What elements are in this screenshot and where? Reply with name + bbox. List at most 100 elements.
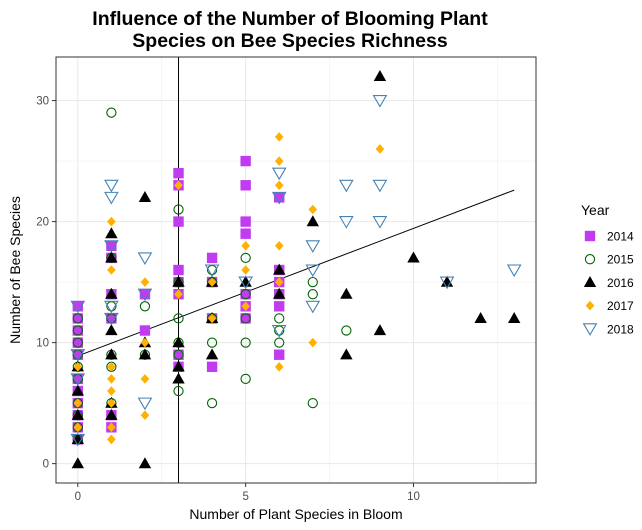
legend-key-2018	[582, 323, 598, 336]
data-point-2018	[338, 179, 354, 193]
data-point-2015	[173, 349, 184, 360]
data-point-2017	[107, 362, 116, 372]
data-point-2016	[273, 287, 286, 299]
data-point-2015	[139, 301, 151, 312]
data-point-2016	[71, 457, 85, 469]
data-point-2015	[72, 313, 83, 324]
data-point-2018	[305, 264, 321, 278]
data-point-2014	[72, 313, 84, 324]
data-point-2016	[105, 408, 118, 420]
data-point-2017	[107, 434, 116, 445]
data-point-2018	[204, 264, 220, 278]
data-point-2016	[373, 324, 387, 336]
x-tick-label: 0	[75, 491, 81, 503]
data-points	[70, 69, 522, 469]
data-point-2017	[241, 301, 250, 312]
data-point-2018	[372, 179, 388, 193]
data-point-2015	[307, 289, 318, 300]
data-point-2017	[107, 422, 116, 433]
data-point-2017	[174, 289, 183, 300]
data-point-2014	[139, 289, 151, 300]
data-point-2015	[274, 313, 285, 324]
series-2017	[73, 132, 385, 445]
data-point-2016	[306, 215, 319, 227]
data-point-2017	[274, 180, 284, 191]
data-point-2016	[340, 287, 353, 299]
chart-title-line-2: Species on Bee Species Richness	[132, 30, 448, 52]
data-point-2014	[72, 337, 84, 348]
data-point-2016	[407, 251, 420, 263]
data-point-2014	[240, 216, 251, 227]
data-point-2017	[73, 398, 83, 408]
data-point-2017	[274, 277, 284, 287]
data-point-2017	[140, 337, 150, 348]
legend-label-2014: 2014	[607, 230, 634, 244]
data-point-2017	[375, 144, 385, 154]
data-point-2018	[372, 216, 388, 229]
data-point-2015	[240, 252, 251, 264]
grid-lines	[56, 57, 536, 483]
data-point-2014	[240, 289, 251, 300]
data-point-2018	[271, 191, 287, 205]
data-point-2014	[274, 192, 285, 203]
x-tick-label: 5	[242, 491, 248, 503]
data-point-2018	[338, 216, 354, 229]
data-point-2016	[105, 251, 118, 263]
reference-lines	[77, 57, 515, 483]
data-point-2016	[138, 190, 152, 202]
data-point-2018	[70, 373, 86, 387]
y-tick-label: 10	[36, 338, 49, 350]
data-point-2018	[104, 240, 119, 253]
data-point-2015	[72, 337, 83, 348]
legend-key-2017	[585, 300, 595, 311]
data-point-2014	[173, 216, 184, 227]
data-point-2016	[71, 384, 85, 396]
data-point-2016	[138, 457, 152, 469]
data-point-2016	[172, 336, 185, 348]
data-point-2015	[72, 325, 83, 336]
data-point-2015	[240, 289, 251, 300]
data-point-2014	[274, 349, 285, 360]
data-point-2018	[271, 324, 287, 338]
data-point-2016	[105, 227, 118, 239]
legend: Year 2014 2015 2016 2017 2018	[581, 202, 634, 336]
legend-key-2015	[584, 254, 596, 265]
data-point-2016	[172, 275, 185, 287]
data-point-2016	[138, 348, 152, 360]
data-point-2016	[71, 408, 85, 420]
trend-line	[77, 189, 515, 357]
data-point-2014	[173, 264, 184, 276]
data-point-2014	[274, 301, 285, 312]
data-point-2017	[241, 240, 250, 251]
data-point-2014	[139, 325, 151, 336]
data-point-2015	[206, 337, 218, 348]
data-point-2014	[72, 349, 84, 360]
data-point-2017	[308, 337, 318, 348]
data-point-2017	[274, 362, 284, 372]
data-point-2014	[106, 240, 117, 251]
data-point-2017	[140, 277, 150, 287]
data-point-2015	[341, 325, 352, 336]
data-point-2017	[274, 132, 284, 142]
data-point-2018	[104, 312, 119, 326]
data-point-2015	[307, 276, 318, 288]
data-point-2018	[372, 95, 388, 108]
data-point-2018	[439, 276, 455, 290]
data-point-2015	[240, 337, 251, 348]
data-point-2014	[173, 349, 184, 360]
data-point-2016	[440, 275, 454, 287]
data-point-2016	[273, 263, 286, 275]
series-2016	[71, 69, 521, 469]
data-point-2015	[274, 337, 285, 348]
data-point-2017	[140, 410, 150, 421]
legend-label-2015: 2015	[607, 253, 634, 267]
chart-title-line-1: Influence of the Number of Blooming Plan…	[92, 8, 488, 30]
data-point-2017	[107, 216, 116, 227]
data-point-2014	[240, 180, 251, 191]
data-point-2014	[240, 228, 251, 239]
data-point-2016	[507, 312, 521, 324]
data-point-2016	[340, 348, 353, 360]
data-point-2018	[271, 167, 287, 181]
data-point-2017	[207, 313, 217, 324]
